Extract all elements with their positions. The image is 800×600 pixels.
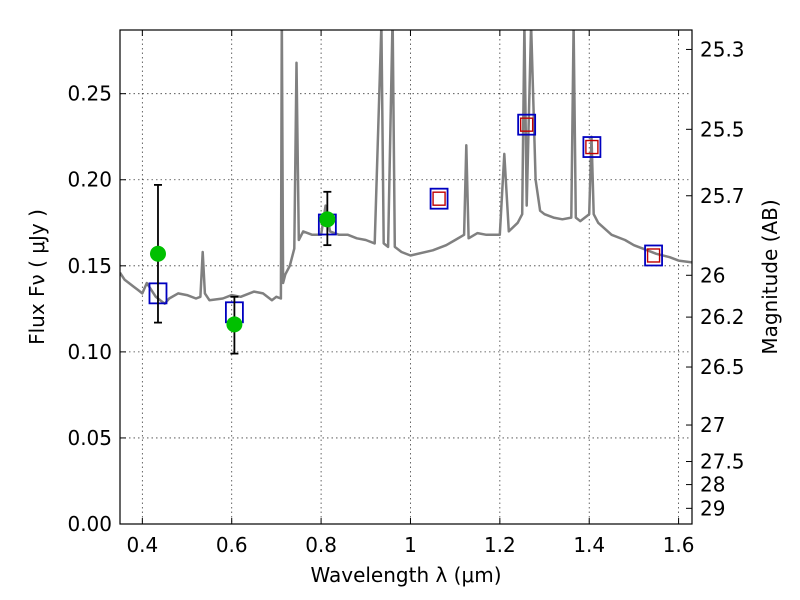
model-point-inner <box>646 248 661 263</box>
y2-tick-label: 28 <box>700 473 725 497</box>
model-point <box>517 113 537 136</box>
ticks-layer: 0.4 0.6 0.8 1 1.2 1.4 1.6 0.00 0.05 0.10 0.15 0.20 0… <box>67 30 745 557</box>
x-tick-label: 1 <box>404 533 417 557</box>
model-point-inner <box>585 139 599 155</box>
y2-tick-label: 26.2 <box>700 305 745 329</box>
y2-tick-label: 27.5 <box>700 450 745 474</box>
x-tick-label: 0.4 <box>126 533 158 557</box>
spectrum-line <box>120 30 692 305</box>
x-tick-label: 1.6 <box>663 533 695 557</box>
x-tick-label: 1.4 <box>573 533 605 557</box>
observed-point <box>319 211 336 228</box>
y-tick-label: 0.25 <box>67 82 112 106</box>
x-tick-label: 0.8 <box>305 533 337 557</box>
model-point-inner <box>432 191 446 206</box>
y2-axis-label: Magnitude (AB) <box>758 199 782 354</box>
y2-tick-label: 27 <box>700 413 725 437</box>
y-tick-label: 0.05 <box>67 426 112 450</box>
y2-tick-label: 29 <box>700 496 725 520</box>
model-point-inner <box>519 117 534 132</box>
y-tick-label: 0.00 <box>67 512 112 536</box>
y2-tick-label: 25.5 <box>700 117 745 141</box>
x-tick-label: 0.6 <box>216 533 248 557</box>
y-tick-label: 0.15 <box>67 254 112 278</box>
y-tick-label: 0.20 <box>67 168 112 192</box>
points-layer <box>148 113 663 355</box>
y-tick-label: 0.10 <box>67 340 112 364</box>
spectrum-layer <box>120 30 692 305</box>
y2-tick-label: 26 <box>700 263 725 287</box>
model-point <box>644 244 663 267</box>
observed-point <box>149 245 166 262</box>
grid <box>120 30 692 525</box>
y2-tick-label: 25.3 <box>700 37 745 61</box>
x-axis-label: Wavelength λ (μm) <box>310 563 501 587</box>
y2-tick-label: 26.5 <box>700 355 745 379</box>
model-point <box>429 187 449 210</box>
plot-frame <box>119 29 693 525</box>
y2-tick-label: 25.7 <box>700 184 745 208</box>
observed-point <box>226 316 243 333</box>
model-point <box>582 136 602 158</box>
y-axis-label: Flux Fν ( μJy ) <box>25 209 49 345</box>
x-tick-label: 1.2 <box>484 533 516 557</box>
